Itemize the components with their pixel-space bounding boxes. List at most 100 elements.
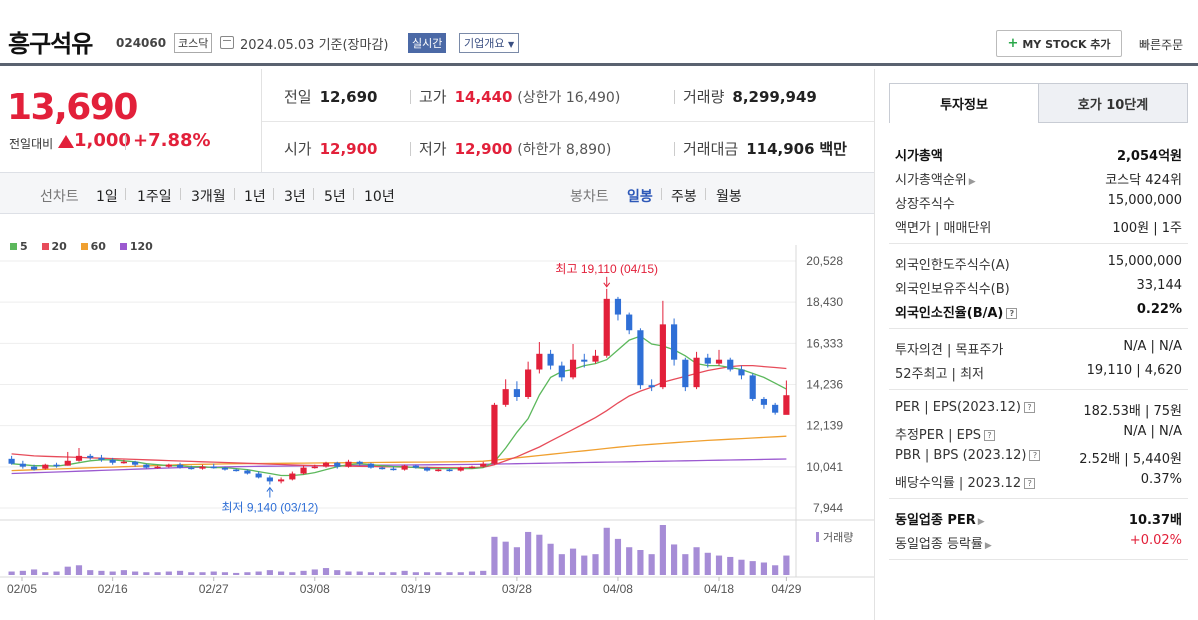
- info-value: 10.37배: [1128, 513, 1182, 528]
- info-row: 외국인보유주식수(B) 33,144: [895, 274, 1188, 298]
- info-row[interactable]: 시가총액순위 ▶ 코스닥 424위: [895, 165, 1188, 189]
- candle: [109, 459, 116, 463]
- info-value: 0.37%: [1140, 472, 1182, 487]
- divider: [705, 188, 706, 200]
- candle: [715, 359, 723, 364]
- legend-label: 5: [20, 240, 28, 253]
- realtime-button[interactable]: 실시간: [408, 33, 447, 53]
- candle: [659, 324, 666, 388]
- plus-icon: +: [1007, 36, 1019, 51]
- high-arrow-head-icon: [603, 282, 611, 288]
- period-5y[interactable]: 5년: [324, 189, 346, 205]
- stat-prev-close: 전일 12,690: [284, 86, 378, 107]
- help-icon[interactable]: ?: [983, 430, 995, 441]
- volume-bar: [715, 555, 723, 575]
- price-chart[interactable]: 20,528 18,430 16,333 14,236 12,139 10,041 7,94…: [0, 215, 874, 620]
- period-1w[interactable]: 1주일: [137, 189, 172, 205]
- period-1d[interactable]: 1일: [96, 189, 118, 205]
- help-icon[interactable]: ?: [1023, 402, 1035, 413]
- candle: [581, 359, 588, 362]
- y-tick-label: 7,944: [813, 501, 843, 515]
- volume-bar: [334, 570, 341, 575]
- info-label: 동일업종 PER ▶: [895, 513, 985, 528]
- period-10y[interactable]: 10년: [364, 189, 395, 205]
- price-stats: 전일 12,690 고가 14,440 (상한가 16,490) 거래량 8,299,…: [262, 69, 874, 172]
- volume-bar: [626, 547, 633, 575]
- help-icon[interactable]: ?: [1029, 450, 1041, 461]
- candle: [502, 389, 509, 405]
- candle: [671, 324, 678, 360]
- help-icon[interactable]: ?: [1024, 478, 1036, 489]
- candle: [379, 467, 386, 470]
- y-tick-label: 20,528: [806, 254, 843, 268]
- divider: [661, 188, 662, 200]
- info-row: PBR | BPS (2023.12)? 2.52배 | 5,440원: [895, 444, 1188, 468]
- info-label: PBR | BPS (2023.12)?: [895, 448, 1041, 463]
- stat-volume: 거래량 8,299,949: [674, 86, 817, 107]
- stock-name: 흥구석유: [8, 30, 93, 58]
- volume-bar: [558, 554, 565, 575]
- volume-bar: [738, 559, 745, 575]
- info-value: 100원 | 1주: [1112, 221, 1182, 236]
- tab-investment-info[interactable]: 투자정보: [889, 83, 1039, 123]
- volume-bar: [255, 571, 262, 575]
- candle: [356, 461, 363, 464]
- quick-order-button[interactable]: 빠른주문: [1139, 36, 1183, 53]
- company-overview-dropdown[interactable]: 기업개요 ▼: [459, 33, 520, 53]
- volume-bar: [536, 534, 543, 575]
- candle: [480, 463, 487, 467]
- info-group: 동일업종 PER ▶ 10.37배 동일업종 등락률 ▶ +0.02%: [889, 499, 1188, 560]
- candle: [233, 469, 240, 472]
- company-overview-label: 기업개요: [464, 37, 505, 50]
- candle-monthly[interactable]: 월봉: [716, 189, 742, 205]
- current-price: 13,690: [7, 87, 138, 128]
- add-my-stock-label: MY STOCK 추가: [1022, 37, 1111, 51]
- info-label: 52주최고 | 최저: [895, 367, 984, 382]
- candle: [412, 465, 419, 468]
- candle: [760, 398, 768, 405]
- period-3y[interactable]: 3년: [284, 189, 306, 205]
- volume-bar: [637, 550, 644, 575]
- market-badge: 코스닥: [174, 33, 213, 53]
- candle: [513, 389, 520, 397]
- candle-weekly[interactable]: 주봉: [671, 189, 697, 205]
- low-annotation: 최저 9,140 (03/12): [221, 501, 318, 515]
- info-row: 52주최고 | 최저 19,110 | 4,620: [895, 359, 1188, 383]
- period-1y[interactable]: 1년: [244, 189, 266, 205]
- base-date: 2024.05.03 기준(장마감): [240, 38, 389, 53]
- info-row[interactable]: 동일업종 등락률 ▶ +0.02%: [895, 529, 1188, 553]
- info-row[interactable]: 동일업종 PER ▶ 10.37배: [895, 505, 1188, 529]
- stat-label: 거래대금: [683, 140, 739, 158]
- period-3m[interactable]: 3개월: [191, 189, 226, 205]
- tab-order-book[interactable]: 호가 10단계: [1038, 83, 1188, 123]
- candle-daily[interactable]: 일봉: [627, 189, 653, 205]
- info-row: 외국인소진율(B/A)? 0.22%: [895, 298, 1188, 322]
- legend-label: 120: [129, 240, 153, 253]
- volume-bar: [547, 543, 554, 575]
- price-change: 1,000: [74, 130, 131, 151]
- y-tick-label: 18,430: [806, 295, 843, 309]
- volume-bar: [64, 566, 71, 575]
- legend-swatch: [10, 243, 17, 250]
- help-icon[interactable]: ?: [1006, 308, 1018, 319]
- stat-label: 고가: [419, 88, 447, 106]
- candle: [772, 404, 779, 413]
- candle: [727, 359, 734, 370]
- volume-bar: [345, 571, 352, 575]
- volume-bar: [188, 572, 195, 575]
- info-label: PER | EPS(2023.12)?: [895, 400, 1035, 415]
- volume-bar: [367, 572, 375, 575]
- volume-bar: [390, 572, 397, 575]
- volume-bar: [244, 572, 251, 575]
- ma-legend: 5 20 60 120: [10, 240, 163, 253]
- candle: [682, 359, 689, 388]
- volume-bar: [446, 572, 453, 575]
- x-tick-label: 03/08: [300, 582, 330, 596]
- add-my-stock-button[interactable]: + MY STOCK 추가: [996, 30, 1122, 57]
- candle: [435, 469, 442, 472]
- ma20-line: [11, 364, 787, 469]
- candle-chart-label: 봉차트: [570, 189, 609, 205]
- volume-bar: [289, 572, 296, 575]
- stat-low: 저가 12,900 (하한가 8,890): [410, 138, 611, 159]
- lower-limit: (하한가 8,890): [517, 142, 612, 158]
